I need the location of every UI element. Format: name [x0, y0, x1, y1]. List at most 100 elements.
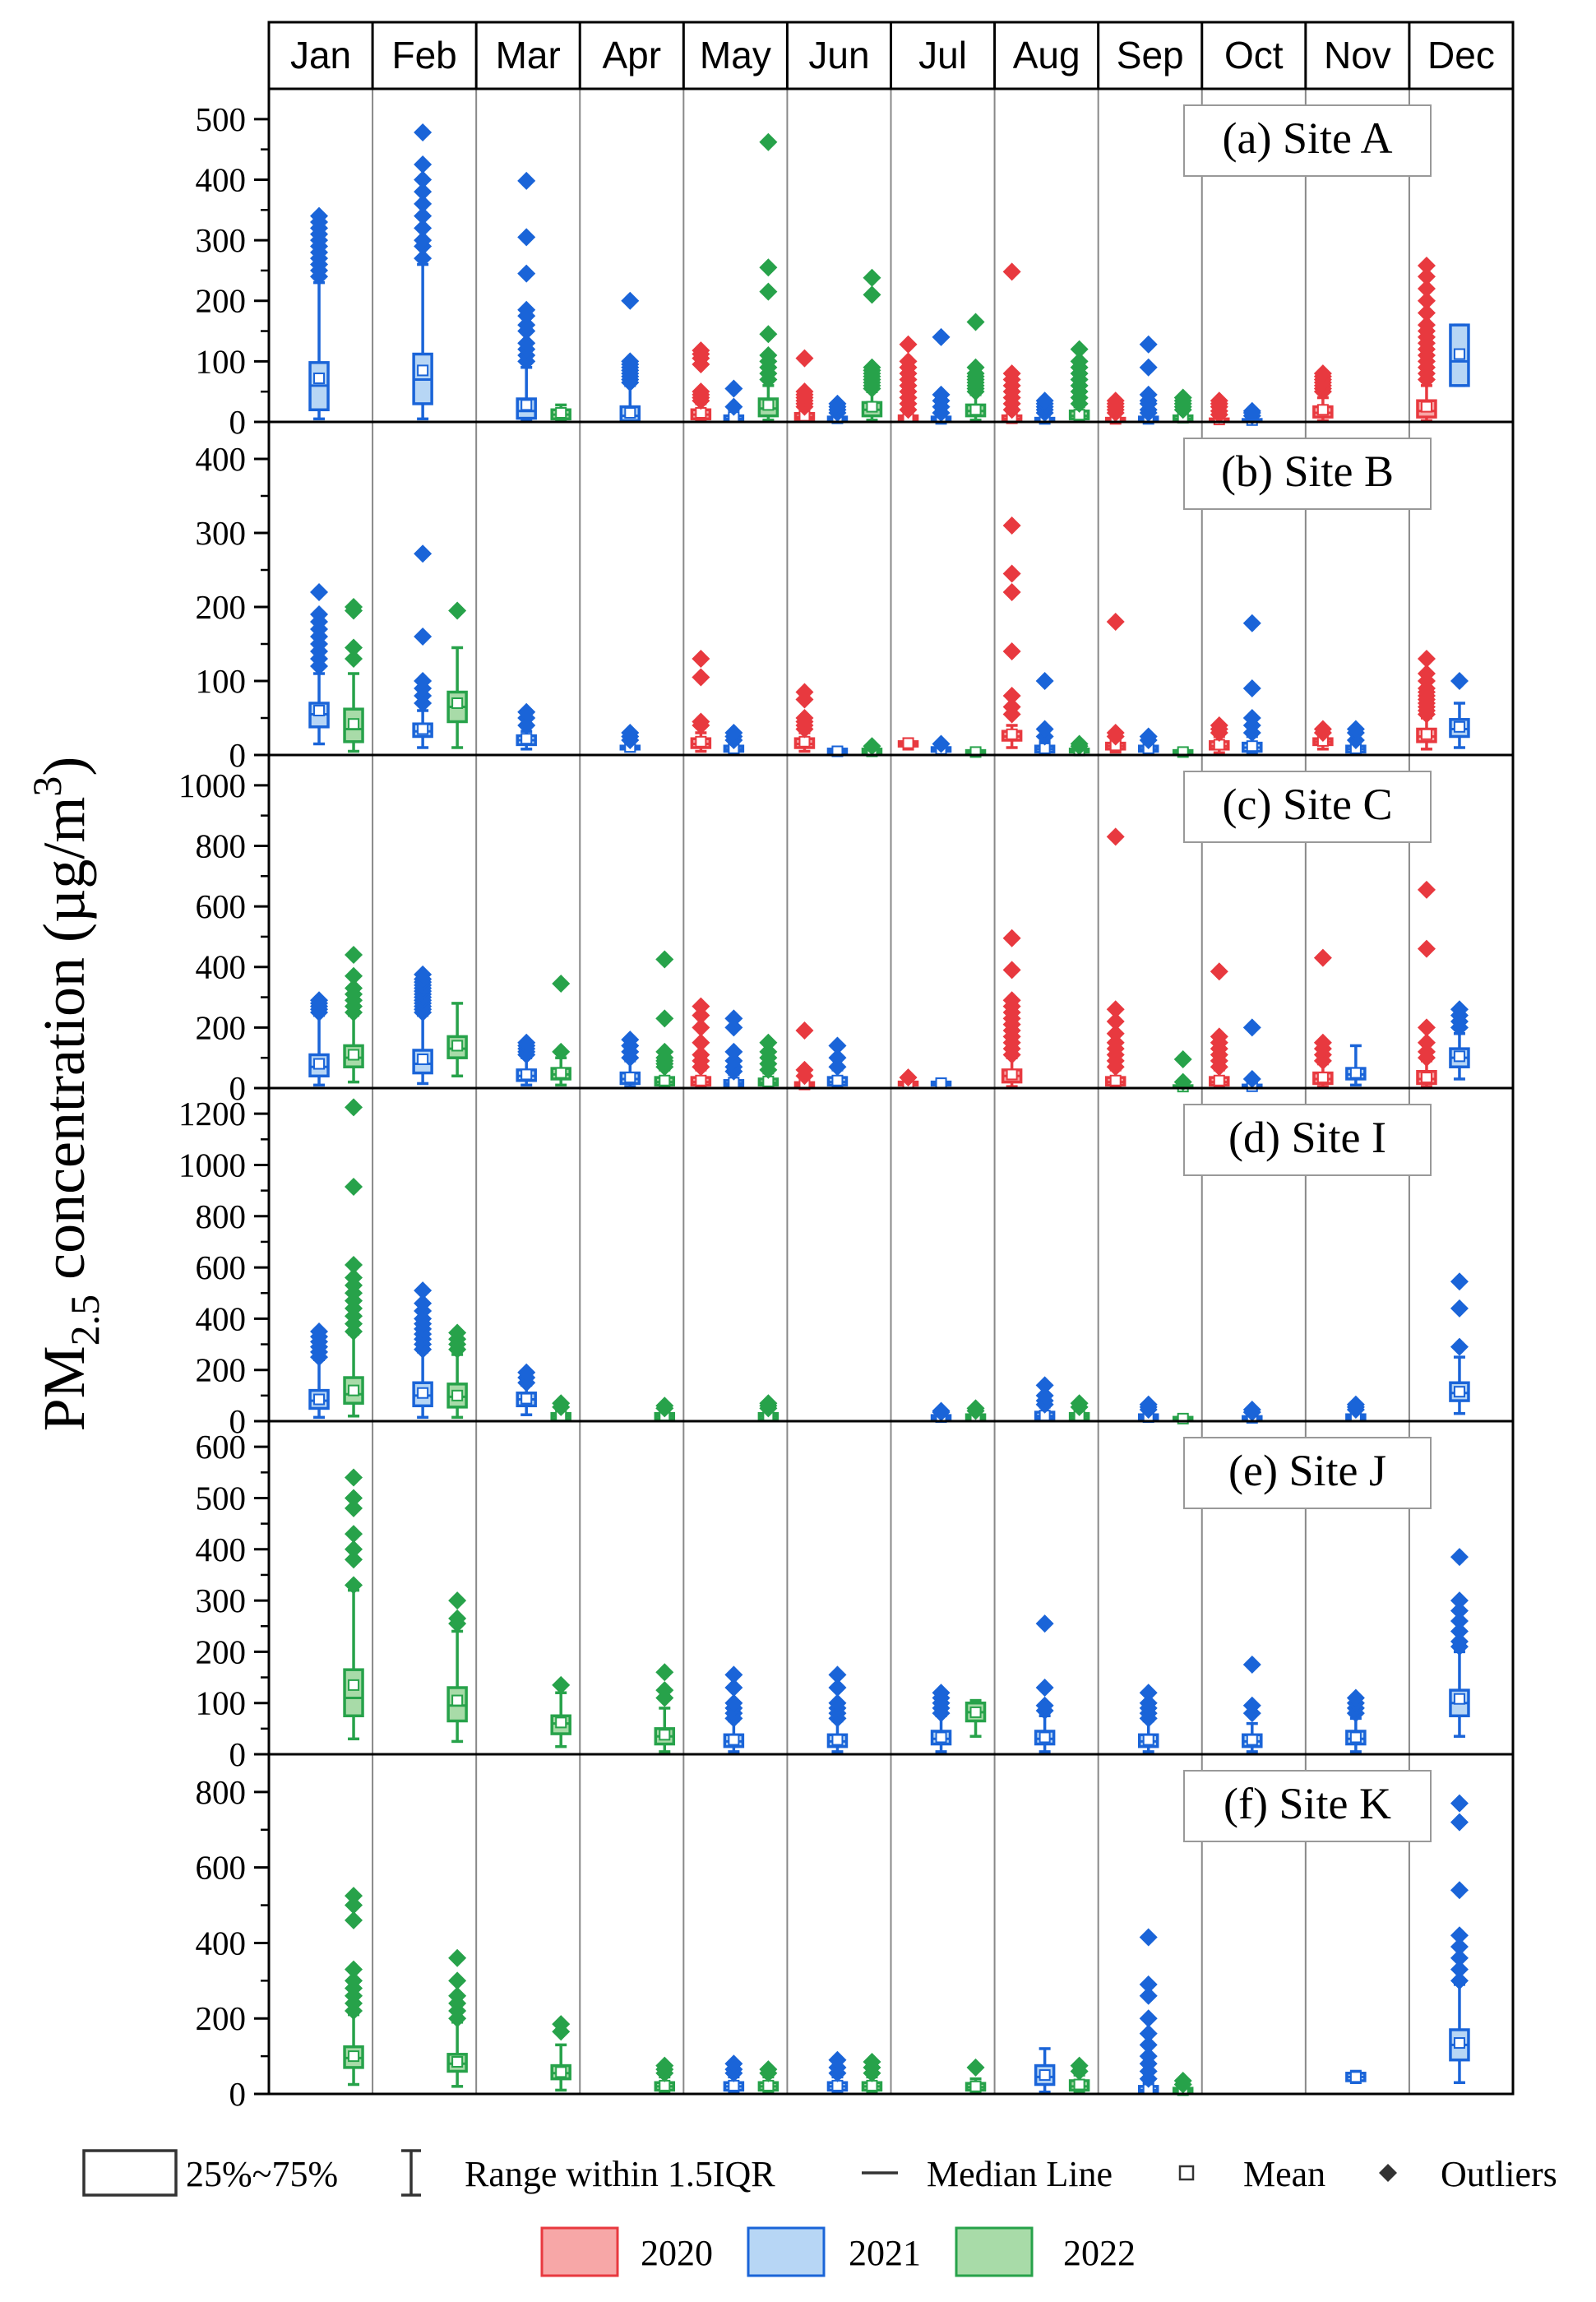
mean-marker: [417, 1387, 429, 1399]
legend-year-swatch-2021: [747, 2226, 826, 2277]
box-sep-2020: [1104, 613, 1126, 754]
month-label-aug: Aug: [1013, 34, 1080, 76]
outlier-point: [552, 2015, 571, 2034]
outlier-point: [517, 228, 536, 247]
mean-marker: [451, 697, 464, 709]
month-label-oct: Oct: [1224, 34, 1284, 76]
outlier-point: [448, 1609, 467, 1628]
outlier-point: [448, 1971, 467, 1990]
box-jan-2021: [308, 583, 330, 746]
outlier-point: [1173, 1072, 1192, 1091]
outlier-point: [1210, 962, 1228, 981]
outlier-point: [692, 1006, 710, 1025]
outlier-point: [1035, 672, 1054, 690]
outlier-point: [345, 1177, 363, 1196]
outlier-point: [1242, 1400, 1261, 1419]
box-nov-2020: [1312, 364, 1334, 423]
legend-year-label-2020: 2020: [641, 2233, 713, 2273]
outlier-point: [759, 2060, 778, 2079]
outlier-point: [1313, 364, 1332, 383]
outlier-point: [448, 1986, 467, 2005]
panel-3: 0 200 400 600 800 1000 (c) Site C: [178, 753, 1515, 1107]
outlier-point: [932, 327, 951, 346]
box-may-2021: [723, 1009, 745, 1089]
outlier-point: [345, 966, 363, 985]
iqr-box: [343, 1668, 364, 1718]
box-jul-2022: [965, 2058, 987, 2095]
outlier-point: [692, 650, 710, 668]
box-jul-2021: [930, 1401, 952, 1424]
y-tick-label: 0: [229, 1069, 247, 1107]
legend-median-label: Median Line: [927, 2154, 1113, 2194]
legend-box-label: 25%~75%: [186, 2154, 338, 2194]
outlier-point: [345, 650, 363, 668]
outlier-point: [1417, 1042, 1436, 1061]
outlier-point: [1070, 340, 1089, 359]
y-tick-label: 400: [196, 1924, 247, 1962]
box-mar-2022: [550, 2015, 571, 2092]
outlier-point: [863, 285, 881, 304]
y-tick-label: 300: [196, 221, 247, 259]
y-tick-label: 300: [196, 514, 247, 552]
outlier-point: [1002, 929, 1021, 947]
mean-marker: [762, 399, 775, 411]
outlier-point: [724, 724, 743, 742]
legend-box-swatch: [82, 2149, 178, 2197]
outlier-point: [1139, 2036, 1158, 2054]
mean-marker: [1453, 720, 1465, 733]
y-tick-label: 1000: [178, 1146, 246, 1183]
box-jan-2021: [308, 991, 330, 1087]
outlier-point: [517, 300, 536, 319]
y-tick-label: 800: [196, 1197, 247, 1235]
outlier-point: [1035, 391, 1054, 410]
site-label-box: [1183, 104, 1432, 177]
box-apr-2021: [619, 724, 641, 753]
outlier-point: [414, 123, 433, 142]
outlier-point: [1139, 1684, 1158, 1702]
outlier-point: [517, 316, 536, 335]
y-axis-title-text: PM2.5 concentration (µg/m3): [24, 757, 108, 1432]
outlier-point: [1450, 1272, 1469, 1291]
outlier-point: [552, 1675, 571, 1694]
box-may-2021: [723, 2054, 745, 2095]
box-jul-2021: [930, 1684, 952, 1753]
mean-marker: [451, 1040, 464, 1052]
outlier-point: [863, 737, 881, 756]
outlier-point: [310, 206, 329, 225]
outlier-point: [1242, 1696, 1261, 1715]
mean-marker: [417, 723, 429, 735]
box-jul-2021: [930, 1077, 952, 1090]
month-label-jul: Jul: [918, 34, 967, 76]
y-tick-label: 600: [196, 1248, 247, 1286]
outlier-point: [414, 219, 433, 238]
box-mar-2022: [550, 1675, 571, 1749]
outlier-point: [345, 1911, 363, 1929]
outlier-point: [1173, 1050, 1192, 1069]
outlier-point: [414, 1281, 433, 1300]
y-tick-label: 500: [196, 100, 247, 138]
outlier-point: [414, 170, 433, 189]
box-oct-2021: [1242, 1400, 1263, 1424]
outlier-point: [621, 352, 640, 371]
outlier-point: [1106, 1000, 1125, 1019]
mean-marker: [798, 735, 811, 748]
box-jan-2022: [343, 946, 364, 1084]
mean-marker: [313, 372, 326, 384]
outlier-point: [1450, 1632, 1469, 1651]
outlier-point: [655, 1009, 674, 1028]
outlier-point: [1070, 352, 1089, 371]
outlier-point: [1139, 1693, 1158, 1712]
month-label-feb: Feb: [391, 34, 456, 76]
outlier-point: [345, 1960, 363, 1979]
mean-marker: [1349, 2071, 1362, 2083]
box-may-2022: [757, 132, 779, 422]
mean-marker: [520, 1392, 533, 1405]
outlier-point: [692, 1018, 710, 1037]
mean-marker: [1420, 401, 1432, 413]
outlier-point: [517, 702, 536, 721]
box-jun-2020: [793, 683, 816, 753]
site-label: (b) Site B: [1221, 447, 1394, 496]
site-label: (d) Site I: [1228, 1113, 1386, 1162]
outlier-point: [1450, 1926, 1469, 1945]
